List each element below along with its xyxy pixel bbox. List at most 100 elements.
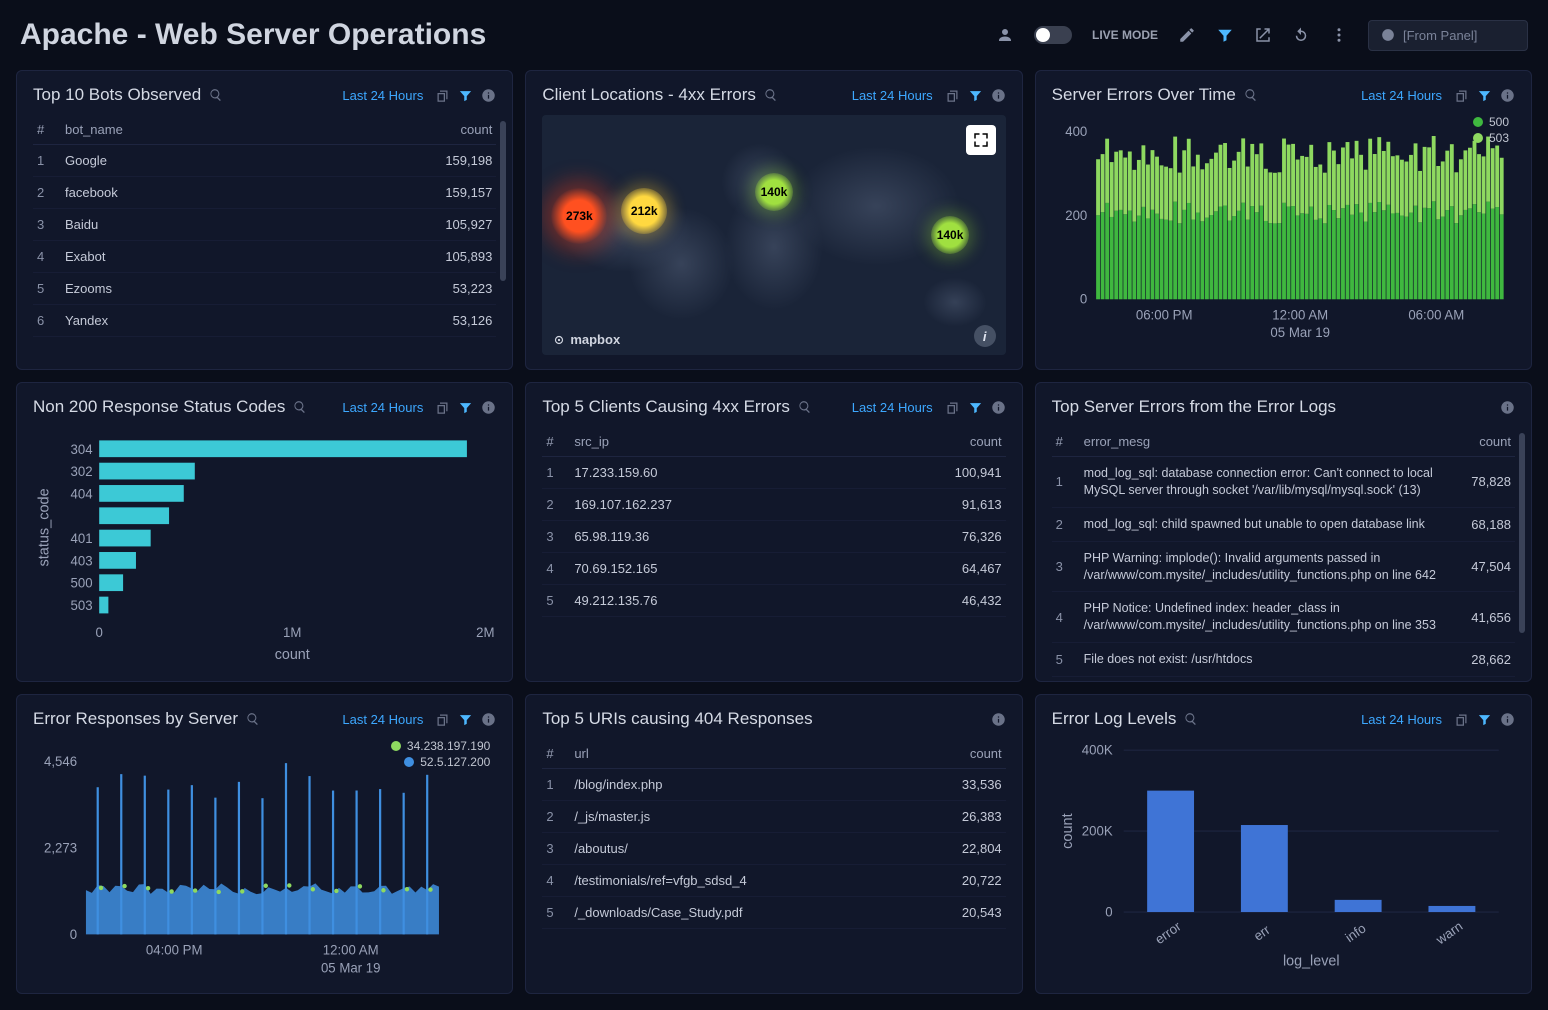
info-icon[interactable] [481,712,496,727]
table-row[interactable]: 6Yandex53,126 [33,305,496,337]
time-link[interactable]: Last 24 Hours [852,400,933,415]
edit-icon[interactable] [1178,26,1196,44]
time-link[interactable]: Last 24 Hours [1361,88,1442,103]
refresh-icon[interactable] [1292,26,1310,44]
filter-icon[interactable] [458,88,473,103]
filter-icon[interactable] [968,88,983,103]
svg-text:4,546: 4,546 [44,754,77,769]
magnify-icon[interactable] [1244,88,1258,102]
time-link[interactable]: Last 24 Hours [1361,712,1442,727]
more-icon[interactable] [1330,26,1348,44]
user-icon[interactable] [996,26,1014,44]
table-row[interactable]: 470.69.152.16564,467 [542,553,1005,585]
map-hotspot[interactable]: 140k [755,173,793,211]
magnify-icon[interactable] [764,88,778,102]
table-row[interactable]: 3/aboutus/22,804 [542,833,1005,865]
map-hotspot[interactable]: 273k [551,188,607,244]
table-row[interactable]: 4Exabot105,893 [33,241,496,273]
copy-icon[interactable] [435,400,450,415]
info-icon[interactable] [991,712,1006,727]
table-row[interactable]: 5Ezooms53,223 [33,273,496,305]
legend-item[interactable]: 52.5.127.200 [391,755,490,769]
share-icon[interactable] [1254,26,1272,44]
magnify-icon[interactable] [246,712,260,726]
magnify-icon[interactable] [798,400,812,414]
svg-text:500: 500 [71,576,93,591]
table-row[interactable]: 549.212.135.7646,432 [542,585,1005,617]
svg-text:0: 0 [1105,904,1112,919]
table-row[interactable]: 4/testimonials/ref=vfgb_sdsd_420,722 [542,865,1005,897]
info-icon[interactable] [1500,712,1515,727]
svg-text:503: 503 [71,598,93,613]
table-row[interactable]: 2/_js/master.js26,383 [542,801,1005,833]
legend-item[interactable]: 503 [1473,131,1509,145]
filter-icon[interactable] [458,400,473,415]
magnify-icon[interactable] [209,88,223,102]
filter-icon[interactable] [1477,712,1492,727]
time-range-input[interactable]: [From Panel] [1368,20,1528,51]
filter-icon[interactable] [1477,88,1492,103]
map-info-icon[interactable]: i [974,325,996,347]
table-row[interactable]: 2facebook159,157 [33,177,496,209]
col-name: bot_name [61,115,298,145]
map-hotspot[interactable]: 212k [621,188,667,234]
filter-icon[interactable] [458,712,473,727]
map[interactable]: 273k 212k 140k 140k mapbox i [542,115,1005,355]
server-errors-chart: 500503 400200006:00 PM12:00 AM06:00 AM05… [1052,115,1515,361]
copy-icon[interactable] [1454,88,1469,103]
copy-icon[interactable] [945,88,960,103]
time-link[interactable]: Last 24 Hours [342,88,423,103]
table-row[interactable]: 2mod_log_sql: child spawned but unable t… [1052,507,1515,541]
magnify-icon[interactable] [1184,712,1198,726]
clock-icon [1381,28,1395,42]
panel-title: Top 10 Bots Observed [33,85,201,105]
svg-text:404: 404 [71,486,93,501]
table-row[interactable]: 2169.107.162.23791,613 [542,489,1005,521]
panel-client-locations: Client Locations - 4xx Errors Last 24 Ho… [525,70,1022,370]
map-attribution: mapbox [552,332,620,347]
table-row[interactable]: 5/_downloads/Case_Study.pdf20,543 [542,897,1005,929]
svg-text:05 Mar 19: 05 Mar 19 [1270,325,1330,340]
map-hotspot[interactable]: 140k [931,216,969,254]
scrollbar[interactable] [500,121,506,321]
svg-text:2,273: 2,273 [44,840,77,855]
magnify-icon[interactable] [293,400,307,414]
panel-title: Error Responses by Server [33,709,238,729]
live-mode-toggle[interactable] [1034,26,1072,44]
svg-text:04:00 PM: 04:00 PM [146,942,203,957]
legend-item[interactable]: 500 [1473,115,1509,129]
info-icon[interactable] [991,88,1006,103]
time-link[interactable]: Last 24 Hours [342,400,423,415]
svg-text:06:00 PM: 06:00 PM [1135,307,1192,322]
copy-icon[interactable] [435,88,450,103]
table-row[interactable]: 3PHP Warning: implode(): Invalid argumen… [1052,541,1515,592]
info-icon[interactable] [1500,88,1515,103]
non200-chart: 30430240440140350050301M2Mcountstatus_co… [33,427,496,682]
errbyserver-chart: 34.238.197.19052.5.127.200 4,5462,273004… [33,739,496,985]
panel-err-by-server: Error Responses by Server Last 24 Hours … [16,694,513,994]
copy-icon[interactable] [435,712,450,727]
table-row[interactable]: 1/blog/index.php33,536 [542,769,1005,801]
info-icon[interactable] [481,400,496,415]
time-link[interactable]: Last 24 Hours [342,712,423,727]
table-row[interactable]: 1mod_log_sql: database connection error:… [1052,457,1515,508]
filter-icon[interactable] [968,400,983,415]
info-icon[interactable] [481,88,496,103]
table-row[interactable]: 3Baidu105,927 [33,209,496,241]
table-row[interactable]: 117.233.159.60100,941 [542,457,1005,489]
copy-icon[interactable] [1454,712,1469,727]
info-icon[interactable] [991,400,1006,415]
scrollbar[interactable] [1519,433,1525,633]
table-row[interactable]: 1Google159,198 [33,145,496,177]
info-icon[interactable] [1500,400,1515,415]
time-link[interactable]: Last 24 Hours [852,88,933,103]
filter-icon[interactable] [1216,26,1234,44]
table-row[interactable]: 5File does not exist: /usr/htdocs28,662 [1052,643,1515,677]
copy-icon[interactable] [945,400,960,415]
errlogs-table: # error_mesg count 1mod_log_sql: databas… [1052,427,1515,677]
expand-icon[interactable] [966,125,996,155]
table-row[interactable]: 365.98.119.3676,326 [542,521,1005,553]
legend-item[interactable]: 34.238.197.190 [391,739,490,753]
table-row[interactable]: 4PHP Notice: Undefined index: header_cla… [1052,592,1515,643]
panel-title: Top Server Errors from the Error Logs [1052,397,1336,417]
